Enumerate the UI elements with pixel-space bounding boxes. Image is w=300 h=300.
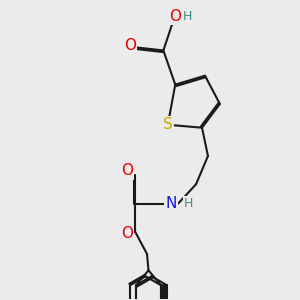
Text: H: H — [182, 10, 192, 23]
Text: N: N — [165, 196, 176, 211]
Text: O: O — [124, 38, 136, 53]
Text: S: S — [163, 117, 173, 132]
Text: O: O — [121, 163, 133, 178]
Text: O: O — [169, 9, 181, 24]
Text: O: O — [121, 226, 133, 241]
Text: H: H — [184, 197, 193, 210]
